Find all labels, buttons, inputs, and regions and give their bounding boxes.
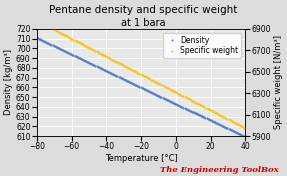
Specific weight (48, 26, 51, 28)
Specific weight (43, 24, 47, 26)
Specific weight (91, 48, 94, 50)
Density (91, 63, 94, 65)
Density (233, 131, 236, 133)
Specific weight (74, 40, 77, 42)
Density (74, 55, 77, 57)
Legend: Density, Specific weight: Density, Specific weight (163, 33, 241, 58)
Line: Density: Density (36, 37, 246, 138)
Y-axis label: Density [kg/m³]: Density [kg/m³] (4, 49, 13, 115)
Density (35, 36, 38, 39)
Density (48, 42, 51, 45)
Specific weight (233, 122, 236, 124)
Density (226, 127, 229, 130)
Line: Specific weight: Specific weight (36, 20, 246, 129)
Text: The Engineering ToolBox: The Engineering ToolBox (160, 166, 278, 174)
Density (43, 40, 47, 43)
Specific weight (244, 127, 247, 129)
X-axis label: Temperature [°C]: Temperature [°C] (105, 154, 177, 163)
Text: at 1 bara: at 1 bara (121, 18, 166, 28)
Density (244, 136, 247, 138)
Y-axis label: Specific weight [N/m³]: Specific weight [N/m³] (274, 35, 283, 129)
Specific weight (226, 118, 229, 120)
Text: Pentane density and specific weight: Pentane density and specific weight (49, 5, 238, 15)
Specific weight (35, 20, 38, 22)
